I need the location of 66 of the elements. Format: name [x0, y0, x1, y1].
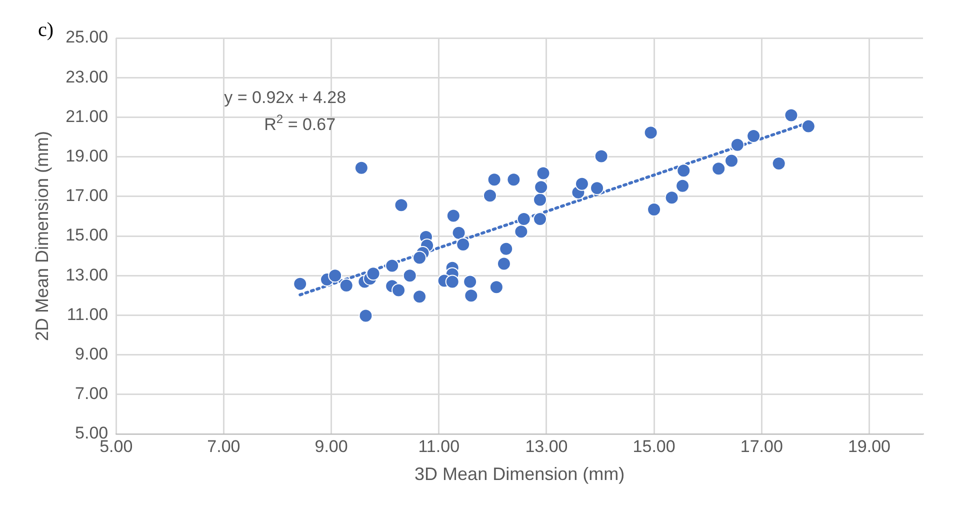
y-axis-title: 2D Mean Dimension (mm): [32, 130, 52, 342]
point: [412, 250, 427, 265]
y-tick-label: 11.00: [66, 304, 108, 324]
y-tick-label: 13.00: [66, 265, 108, 284]
y-tick-label: 17.00: [66, 186, 108, 206]
y-tick-label: 25.00: [66, 28, 108, 47]
point: [446, 208, 460, 223]
point: [574, 176, 589, 191]
point: [392, 283, 406, 298]
point: [358, 308, 373, 323]
y-tick-label: 21.00: [66, 106, 108, 126]
point: [499, 242, 514, 256]
point: [489, 280, 504, 294]
y-tick-label: 7.00: [75, 384, 108, 404]
x-tick-label: 17.00: [740, 436, 783, 456]
point: [730, 138, 744, 152]
point: [676, 164, 691, 178]
y-tick-label: 23.00: [66, 67, 108, 86]
point: [482, 188, 497, 203]
point: [293, 276, 308, 291]
y-tick-label: 19.00: [66, 146, 108, 166]
x-tick-label: 19.00: [848, 436, 890, 456]
point: [463, 274, 478, 289]
x-tick-label: 9.00: [314, 436, 348, 456]
x-tick-label: 7.00: [207, 436, 240, 456]
point: [534, 180, 548, 194]
point: [354, 160, 368, 175]
annotation: y = 0.92x + 4.28: [224, 88, 346, 107]
point: [536, 166, 550, 180]
point: [746, 129, 761, 144]
y-tick-label: 15.00: [66, 226, 108, 245]
point: [496, 256, 511, 271]
point: [533, 212, 548, 226]
x-tick-label: 15.00: [632, 436, 676, 456]
point: [516, 212, 531, 226]
point: [676, 178, 690, 193]
point: [328, 268, 342, 283]
point: [385, 258, 400, 273]
point: [452, 226, 466, 240]
point: [664, 190, 679, 205]
point: [339, 278, 354, 292]
point: [533, 192, 548, 207]
point: [514, 224, 528, 239]
x-tick-label: 13.00: [525, 436, 568, 456]
point: [402, 268, 417, 283]
point: [464, 288, 478, 303]
point: [445, 274, 460, 289]
point: [366, 266, 380, 281]
point: [724, 154, 739, 168]
point: [784, 108, 798, 122]
point: [712, 162, 726, 176]
point: [456, 238, 470, 252]
point: [772, 156, 786, 171]
x-axis-title: 3D Mean Dimension (mm): [414, 464, 625, 484]
point: [394, 198, 408, 212]
text: c): [38, 19, 54, 41]
point: [412, 290, 427, 304]
x-tick-label: 11.00: [418, 436, 460, 456]
point: [644, 126, 658, 140]
point: [594, 149, 608, 164]
point: [647, 202, 662, 216]
point: [506, 172, 521, 187]
point: [487, 172, 502, 187]
point: [801, 119, 816, 134]
y-tick-label: 9.00: [75, 344, 108, 364]
point: [590, 181, 604, 196]
